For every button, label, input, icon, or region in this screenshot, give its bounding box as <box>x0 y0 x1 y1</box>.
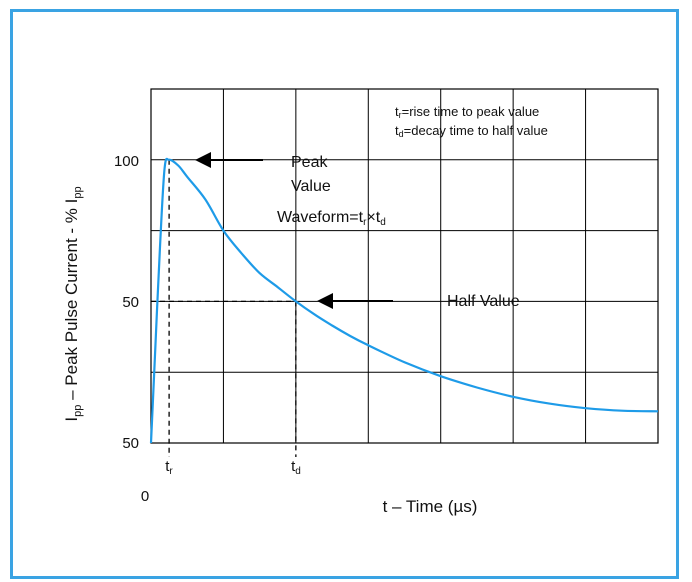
annotation-peak: Peak <box>291 154 328 171</box>
grid-lines <box>151 89 658 443</box>
y-tick-label-50: 50 <box>122 294 139 311</box>
legend-note-rise: tr=rise time to peak value <box>395 104 539 120</box>
x-origin-label: 0 <box>141 488 149 505</box>
x-mark-td: td <box>291 458 301 477</box>
legend-note-decay: td=decay time to half value <box>395 123 548 139</box>
x-mark-tr: tr <box>165 458 173 477</box>
guide-lines <box>151 159 297 457</box>
annotation-value: Value <box>291 178 331 195</box>
chart-frame: 100 50 50 0 tr td t – Time (µs) Ipp – Pe… <box>10 9 679 579</box>
y-axis-label: Ipp – Peak Pulse Current - % Ipp <box>62 186 84 421</box>
y-tick-label-100: 100 <box>114 153 139 170</box>
annotation-half-value: Half Value <box>447 293 520 310</box>
chart-svg: 100 50 50 0 tr td t – Time (µs) Ipp – Pe… <box>62 88 659 516</box>
series-line-0 <box>149 157 659 444</box>
curve-layer <box>149 157 659 444</box>
plot-area-border <box>150 88 659 444</box>
x-axis-label: t – Time (µs) <box>383 497 478 516</box>
y-tick-label-bottom: 50 <box>122 435 139 452</box>
annotation-waveform: Waveform=tr×td <box>277 209 386 228</box>
